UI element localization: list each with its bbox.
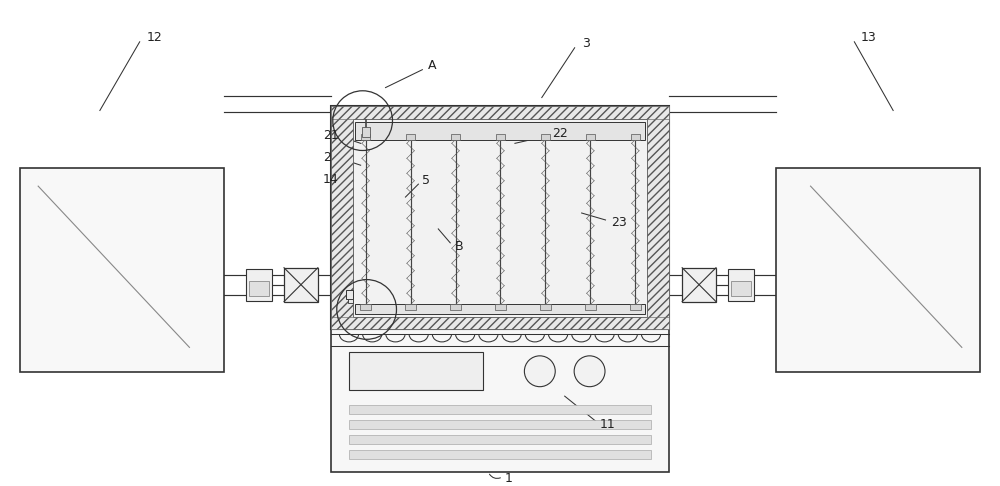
Bar xyxy=(731,281,751,295)
Bar xyxy=(331,317,669,330)
Circle shape xyxy=(574,356,605,387)
Bar xyxy=(349,420,651,429)
Bar xyxy=(349,450,651,459)
Bar xyxy=(361,134,370,139)
Bar xyxy=(20,168,224,372)
Text: 11: 11 xyxy=(600,417,615,431)
Text: B: B xyxy=(455,241,464,253)
Bar xyxy=(450,304,461,310)
Text: 3: 3 xyxy=(582,37,589,50)
Text: 1: 1 xyxy=(505,472,513,485)
Text: 5: 5 xyxy=(422,174,430,187)
Text: 14: 14 xyxy=(323,173,339,186)
Text: A: A xyxy=(428,59,437,72)
Bar xyxy=(540,304,551,310)
Bar xyxy=(362,127,370,137)
Bar xyxy=(249,281,269,295)
Bar xyxy=(331,105,353,330)
Circle shape xyxy=(524,356,555,387)
Bar xyxy=(355,122,645,139)
Bar xyxy=(541,134,550,139)
Bar xyxy=(349,405,651,414)
Text: 12: 12 xyxy=(147,31,162,44)
Bar xyxy=(406,134,415,139)
Text: 23: 23 xyxy=(611,216,627,229)
Bar xyxy=(647,105,669,330)
Bar xyxy=(331,330,669,472)
Text: 21: 21 xyxy=(323,129,339,142)
Bar xyxy=(348,298,353,303)
Bar xyxy=(331,105,669,330)
Bar xyxy=(631,134,640,139)
Bar xyxy=(405,304,416,310)
Text: 22: 22 xyxy=(552,127,568,140)
Bar xyxy=(355,304,645,314)
Bar xyxy=(360,304,371,310)
Bar xyxy=(776,168,980,372)
Bar xyxy=(728,269,754,301)
Bar xyxy=(349,352,483,390)
Text: 13: 13 xyxy=(860,31,876,44)
Bar xyxy=(331,105,669,119)
Bar xyxy=(246,269,272,301)
Bar xyxy=(495,304,506,310)
Text: 2: 2 xyxy=(323,151,331,164)
Bar xyxy=(682,268,716,302)
Bar xyxy=(585,304,596,310)
Bar xyxy=(349,435,651,444)
Bar xyxy=(451,134,460,139)
Bar xyxy=(284,268,318,302)
Bar xyxy=(630,304,641,310)
Bar xyxy=(346,290,353,299)
Bar xyxy=(586,134,595,139)
Bar xyxy=(496,134,505,139)
